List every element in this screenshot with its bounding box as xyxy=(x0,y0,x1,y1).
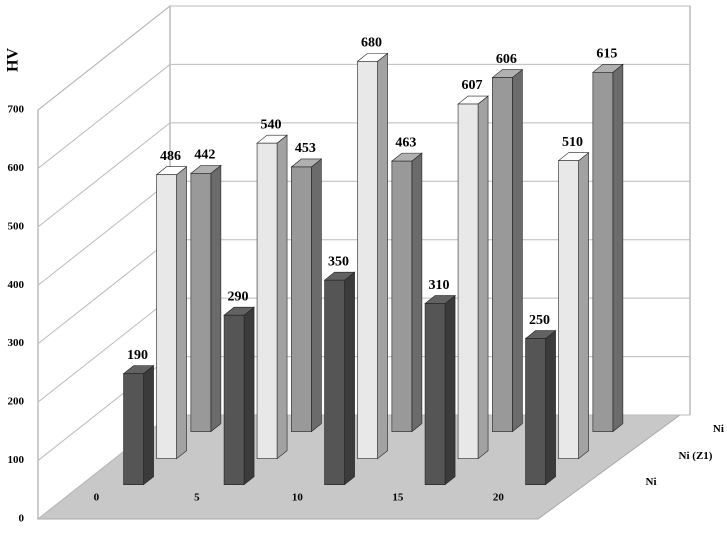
y-tick-label: 100 xyxy=(8,454,25,466)
bar-front xyxy=(424,303,446,485)
grid-line xyxy=(37,64,171,169)
y-tick-label: 300 xyxy=(8,337,25,349)
legend-label: Ni xyxy=(646,476,657,488)
x-tick-label: 15 xyxy=(392,492,404,504)
bar-side xyxy=(477,95,489,460)
grid-line xyxy=(37,180,171,286)
bar xyxy=(457,95,489,460)
legend-label: Ni (Z1,Z2) xyxy=(713,423,727,435)
x-tick-label: 5 xyxy=(194,492,200,504)
y-tick-label: 500 xyxy=(8,220,25,232)
bar xyxy=(323,271,356,486)
value-label: 190 xyxy=(127,348,148,363)
bar-side xyxy=(243,306,255,486)
bar-side xyxy=(612,63,624,433)
grid-line xyxy=(37,297,171,403)
value-label: 615 xyxy=(596,47,617,62)
bar-front xyxy=(190,173,212,432)
bar xyxy=(190,164,222,433)
bar-front xyxy=(391,160,413,432)
y-tick-label: 400 xyxy=(8,279,25,291)
bar xyxy=(122,365,155,486)
value-label: 680 xyxy=(361,36,382,51)
bar-side xyxy=(578,152,589,460)
bar-side xyxy=(545,329,556,486)
bar xyxy=(491,68,524,433)
x-tick-label: 20 xyxy=(493,492,505,504)
bar xyxy=(155,166,188,460)
bar-side xyxy=(512,68,523,433)
bar xyxy=(256,134,288,460)
bar xyxy=(592,63,624,433)
bar xyxy=(424,294,456,486)
bar xyxy=(524,329,557,486)
bar-side xyxy=(444,294,456,486)
grid-line xyxy=(37,5,171,111)
value-label: 540 xyxy=(261,117,282,132)
y-tick-label: 0 xyxy=(19,513,25,525)
value-label: 510 xyxy=(562,135,583,150)
value-label: 350 xyxy=(328,254,349,269)
value-label: 463 xyxy=(395,135,416,150)
bar xyxy=(391,152,423,433)
bar-front xyxy=(558,160,579,459)
bar-front xyxy=(223,314,245,485)
bar-front xyxy=(291,166,312,432)
value-label: 453 xyxy=(295,141,316,156)
y-tick-label: 600 xyxy=(8,162,25,174)
bar-front xyxy=(525,338,546,485)
x-tick-label: 0 xyxy=(94,492,100,504)
value-label: 442 xyxy=(194,148,215,163)
grid-line xyxy=(37,122,171,228)
bar xyxy=(557,152,590,460)
value-label: 607 xyxy=(462,78,483,93)
y-tick-label: 200 xyxy=(8,396,25,408)
bar-side xyxy=(411,152,423,433)
bar-side xyxy=(143,365,154,486)
value-label: 606 xyxy=(496,52,517,67)
bar-front xyxy=(457,103,479,459)
value-label: 290 xyxy=(228,289,249,304)
bar-front xyxy=(156,174,177,459)
x-tick-label: 10 xyxy=(292,492,304,504)
bar-front xyxy=(492,77,513,432)
value-label: 250 xyxy=(529,313,550,328)
bar-front xyxy=(324,279,345,485)
bar-side xyxy=(210,164,222,433)
bar-side xyxy=(276,134,288,460)
bar-side xyxy=(176,166,187,460)
value-label: 310 xyxy=(429,278,450,293)
bar xyxy=(290,158,323,433)
value-label: 486 xyxy=(160,149,181,164)
bar-front xyxy=(123,373,144,485)
legend-label: Ni (Z1) xyxy=(679,450,713,462)
bar-side xyxy=(311,158,322,433)
bar-side xyxy=(344,271,355,486)
y-tick-label: 700 xyxy=(8,104,25,116)
bar xyxy=(356,52,389,460)
bar-front xyxy=(357,61,378,459)
bar-side xyxy=(377,52,388,460)
y-axis-label: HV xyxy=(5,48,22,72)
bar xyxy=(223,306,255,486)
bar-front xyxy=(592,72,614,432)
grid-line xyxy=(37,239,171,345)
bar-front xyxy=(256,142,278,459)
